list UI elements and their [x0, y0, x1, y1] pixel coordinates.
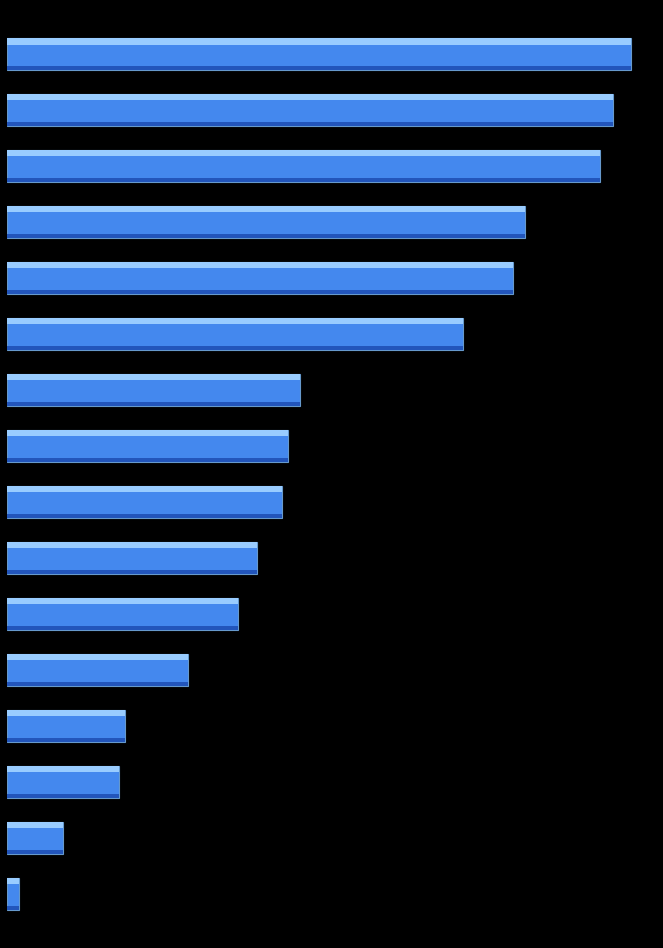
Bar [7, 429, 288, 463]
Bar [7, 793, 119, 798]
Bar [7, 346, 463, 351]
Bar [7, 38, 631, 70]
Bar [7, 849, 63, 854]
Bar [7, 905, 19, 910]
Bar [7, 654, 188, 686]
Bar [7, 94, 613, 126]
Bar [7, 150, 600, 156]
Bar [7, 206, 525, 238]
Bar [7, 766, 119, 798]
Bar [7, 485, 282, 519]
Bar [7, 38, 631, 45]
Bar [7, 710, 125, 742]
Bar [7, 738, 125, 742]
Bar [7, 262, 512, 294]
Bar [7, 150, 600, 182]
Bar [7, 626, 238, 630]
Bar [7, 682, 188, 686]
Bar [7, 822, 63, 854]
Bar [7, 262, 512, 268]
Bar [7, 878, 19, 884]
Bar [7, 290, 512, 294]
Bar [7, 541, 257, 574]
Bar [7, 878, 19, 910]
Bar [7, 710, 125, 716]
Bar [7, 570, 257, 574]
Bar [7, 429, 288, 436]
Bar [7, 402, 300, 407]
Bar [7, 94, 613, 100]
Bar [7, 318, 463, 351]
Bar [7, 597, 238, 604]
Bar [7, 374, 300, 407]
Bar [7, 66, 631, 70]
Bar [7, 514, 282, 519]
Bar [7, 318, 463, 324]
Bar [7, 178, 600, 182]
Bar [7, 122, 613, 126]
Bar [7, 234, 525, 238]
Bar [7, 654, 188, 660]
Bar [7, 541, 257, 548]
Bar [7, 374, 300, 380]
Bar [7, 458, 288, 463]
Bar [7, 206, 525, 212]
Bar [7, 597, 238, 630]
Bar [7, 766, 119, 772]
Bar [7, 822, 63, 828]
Bar [7, 485, 282, 492]
